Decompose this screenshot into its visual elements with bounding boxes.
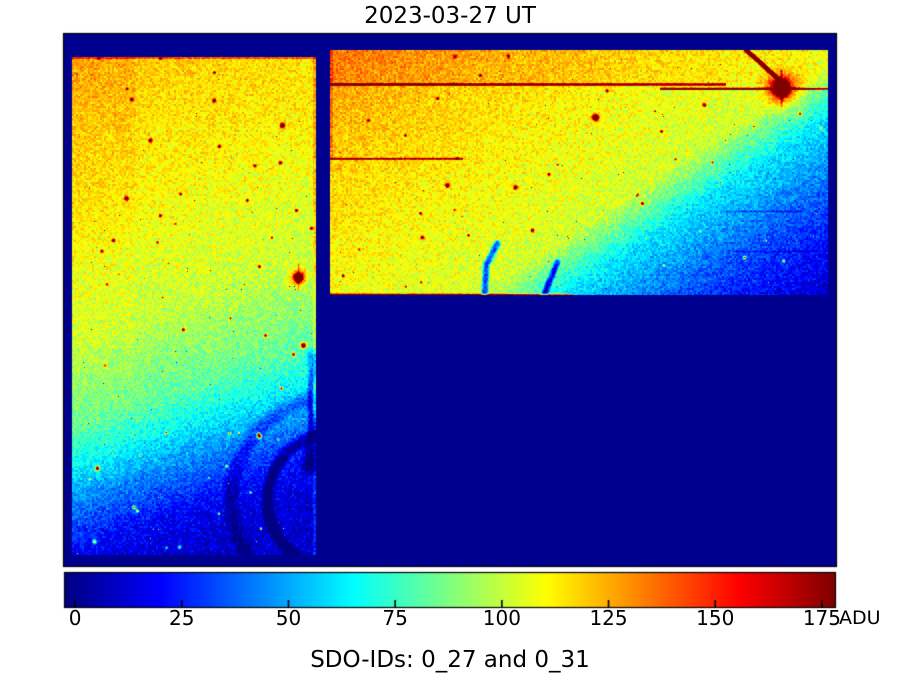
figure-title: 2023-03-27 UT (364, 3, 536, 29)
colorbar-tick-label: 100 (482, 606, 521, 630)
colorbar-tick-label: 150 (696, 606, 735, 630)
colorbar-unit-label: ADU (839, 607, 881, 629)
colorbar-tick-label: 25 (169, 606, 195, 630)
figure-caption: SDO-IDs: 0_27 and 0_31 (310, 647, 590, 673)
colorbar-tick-label: 175 (802, 606, 841, 630)
colorbar-tick-label: 0 (68, 606, 82, 630)
colorbar-tick-label: 125 (589, 606, 628, 630)
colorbar-tick-label: 50 (275, 606, 302, 630)
colorbar-tick-label: 75 (382, 606, 408, 630)
